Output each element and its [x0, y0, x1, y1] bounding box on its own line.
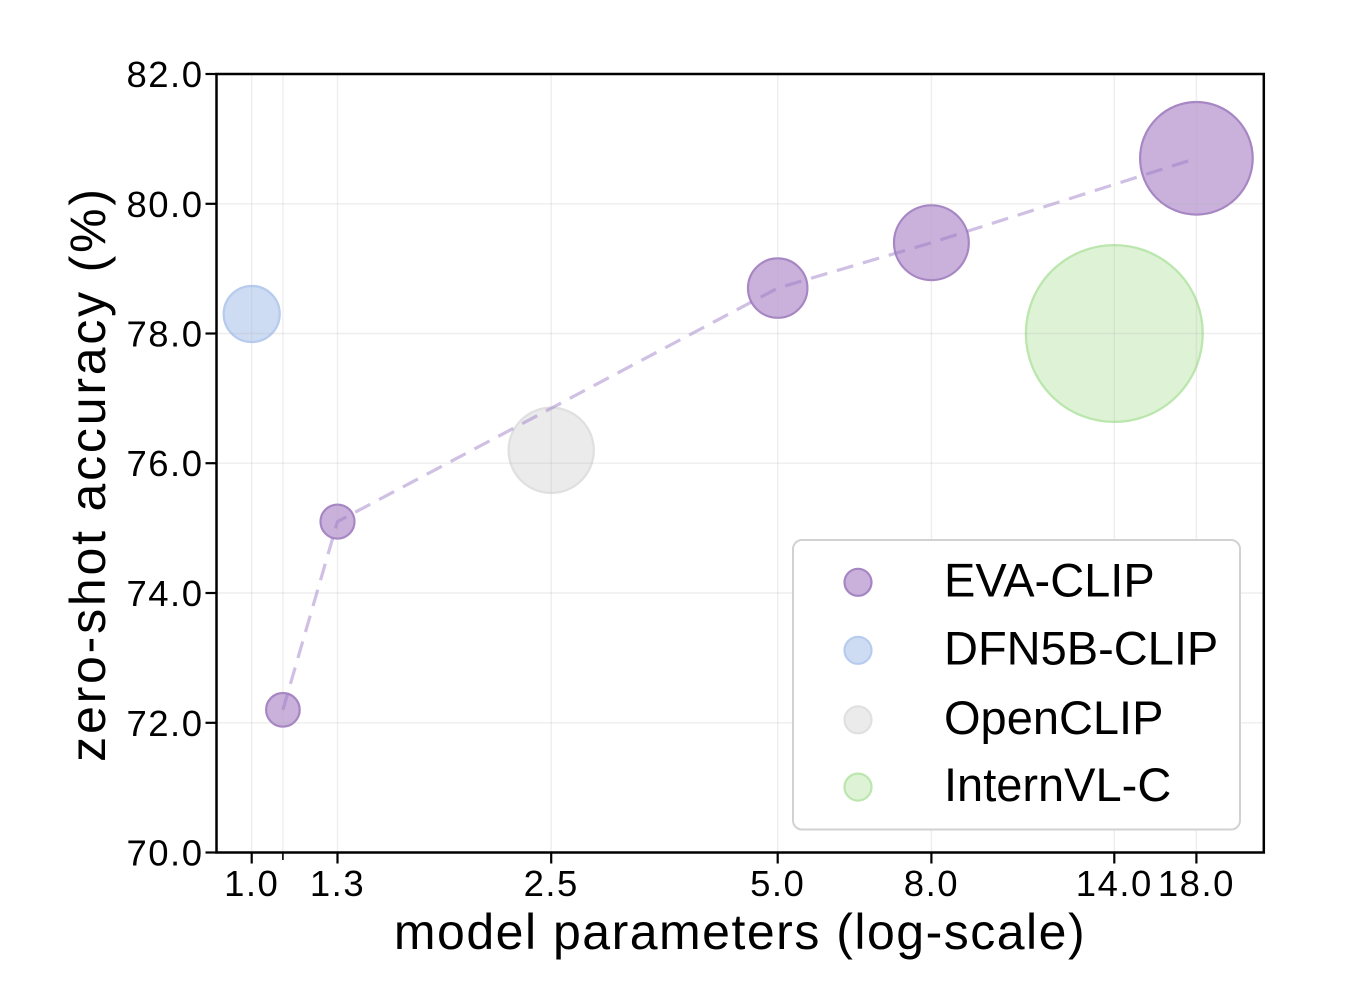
svg-text:1.0: 1.0 — [224, 863, 279, 904]
svg-text:70.0: 70.0 — [126, 833, 203, 874]
svg-text:80.0: 80.0 — [126, 184, 203, 225]
svg-text:18.0: 18.0 — [1158, 863, 1235, 904]
svg-text:zero-shot accuracy (%): zero-shot accuracy (%) — [60, 186, 116, 762]
svg-text:14.0: 14.0 — [1076, 863, 1153, 904]
svg-text:1.3: 1.3 — [310, 863, 365, 904]
svg-text:InternVL-C: InternVL-C — [944, 758, 1171, 811]
svg-text:DFN5B-CLIP: DFN5B-CLIP — [944, 621, 1218, 674]
svg-text:2.5: 2.5 — [524, 863, 579, 904]
svg-text:8.0: 8.0 — [904, 863, 959, 904]
svg-text:74.0: 74.0 — [126, 573, 203, 614]
svg-text:EVA-CLIP: EVA-CLIP — [944, 553, 1155, 606]
svg-text:78.0: 78.0 — [126, 314, 203, 355]
svg-text:76.0: 76.0 — [126, 443, 203, 484]
svg-text:82.0: 82.0 — [126, 54, 203, 95]
svg-text:72.0: 72.0 — [126, 703, 203, 744]
svg-text:model parameters (log-scale): model parameters (log-scale) — [394, 904, 1086, 960]
svg-text:OpenCLIP: OpenCLIP — [944, 691, 1163, 744]
svg-text:5.0: 5.0 — [750, 863, 805, 904]
